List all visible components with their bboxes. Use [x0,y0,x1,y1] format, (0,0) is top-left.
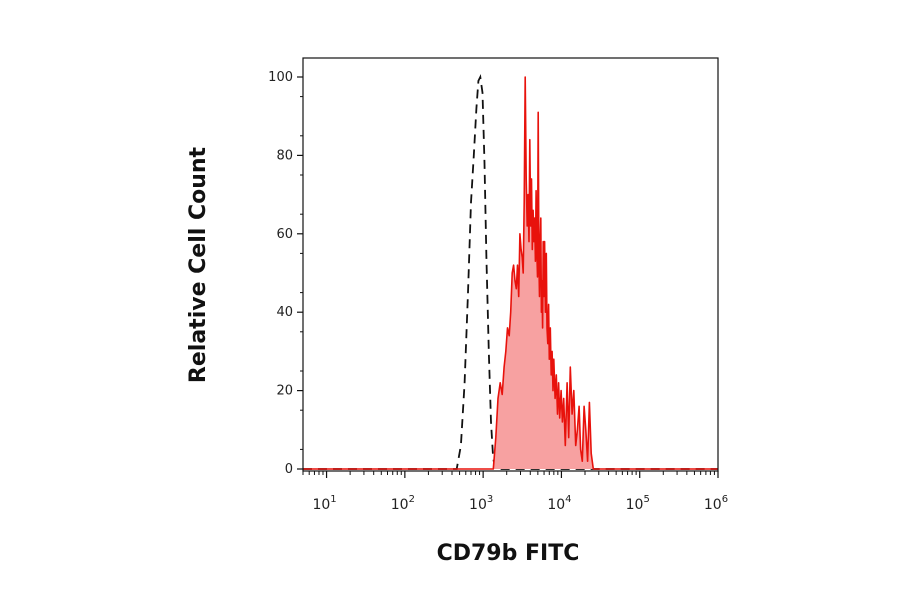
axes-layer: 0 20 40 60 80 100 101 102 103 104 105 106 [268,70,728,513]
x-tick-label: 104 [547,494,571,513]
y-tick-label: 80 [276,148,293,163]
y-tick-label: 20 [276,384,293,399]
x-tick-label: 102 [391,494,415,513]
x-tick-label: 106 [704,494,728,513]
x-tick-label: 105 [626,494,650,513]
series-layer [303,73,718,470]
y-tick-label: 40 [276,305,293,320]
y-tick-label: 100 [268,70,293,85]
y-axis-title: Relative Cell Count [186,146,211,383]
y-tick-label: 0 [285,462,293,477]
plot-frame [302,57,719,472]
control-histogram-line [303,73,718,470]
x-tick-label: 103 [469,494,493,513]
x-tick-label: 101 [312,494,336,513]
sample-histogram-fill [303,77,718,469]
x-axis-title: CD79b FITC [437,541,580,566]
y-tick-label: 60 [276,227,293,242]
sample-histogram-line [303,76,718,470]
